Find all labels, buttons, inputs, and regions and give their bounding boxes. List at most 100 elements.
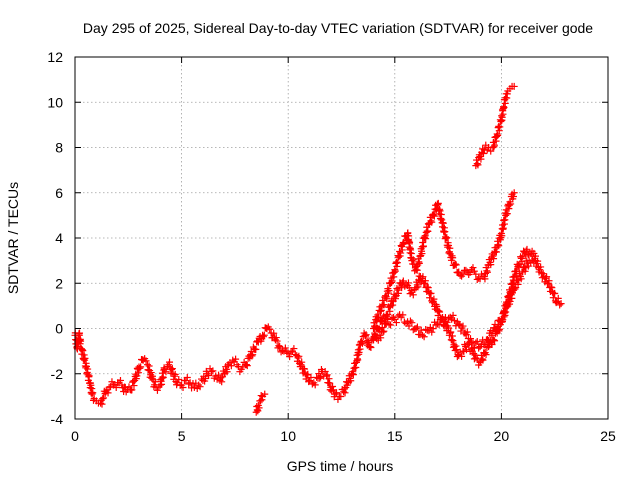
data-point (412, 325, 420, 332)
data-point (397, 249, 405, 257)
data-point (148, 372, 156, 380)
data-point (479, 145, 487, 153)
data-point (291, 350, 299, 358)
data-point (275, 342, 283, 350)
data-point (377, 307, 385, 315)
data-point (434, 199, 442, 207)
data-point (479, 356, 487, 364)
data-point (128, 386, 136, 394)
data-point (452, 261, 460, 269)
data-point (389, 301, 397, 309)
data-point (449, 254, 457, 262)
data-point (462, 266, 470, 274)
data-point (362, 332, 370, 340)
data-point (366, 343, 374, 351)
data-points (71, 82, 565, 416)
data-point (196, 383, 204, 391)
data-point (378, 323, 386, 331)
data-point (384, 315, 392, 323)
data-point (443, 318, 451, 326)
data-point (500, 307, 508, 315)
data-point (195, 381, 203, 389)
data-point (428, 218, 436, 226)
data-point (100, 394, 108, 402)
data-point (481, 275, 489, 283)
data-point (447, 328, 455, 336)
data-point (340, 385, 348, 393)
data-point (489, 327, 497, 335)
data-point (499, 316, 507, 324)
data-point (179, 383, 187, 391)
data-point (153, 386, 161, 394)
data-point (257, 392, 265, 400)
data-point (418, 250, 426, 258)
data-point (479, 150, 487, 158)
data-point (499, 224, 507, 232)
data-point (475, 344, 483, 352)
data-point (398, 284, 406, 292)
data-point (171, 370, 179, 378)
data-point (105, 383, 113, 391)
data-point (483, 267, 491, 275)
data-point (445, 314, 453, 322)
data-point (408, 319, 416, 327)
data-point (445, 324, 453, 332)
data-point (116, 376, 124, 384)
data-point (355, 348, 363, 356)
data-point (130, 382, 138, 390)
data-point (295, 352, 303, 360)
data-point (436, 207, 444, 215)
data-point (99, 395, 107, 403)
data-point (304, 370, 312, 378)
y-tick-label: 8 (55, 140, 63, 156)
data-point (362, 331, 370, 339)
data-point (551, 289, 559, 297)
data-point (487, 261, 495, 269)
chart-title: Day 295 of 2025, Sidereal Day-to-day VTE… (83, 20, 593, 36)
y-axis-label: SDTVAR / TECUs (5, 182, 21, 294)
data-point (430, 295, 438, 303)
data-point (419, 273, 427, 281)
data-point (183, 373, 191, 381)
data-point (331, 390, 339, 398)
data-point (449, 337, 457, 345)
data-point (276, 343, 284, 351)
data-point (298, 358, 306, 366)
data-point (386, 307, 394, 315)
data-point (435, 307, 443, 315)
data-point (494, 131, 502, 139)
data-point (427, 217, 435, 225)
x-tick-label: 20 (494, 428, 510, 444)
data-point (419, 242, 427, 250)
data-point (404, 279, 412, 287)
data-point (421, 277, 429, 285)
data-point (166, 358, 174, 366)
data-point (547, 283, 555, 291)
data-point (441, 228, 449, 236)
data-point (537, 263, 545, 271)
data-point (463, 328, 471, 336)
x-tick-label: 0 (71, 428, 79, 444)
data-point (429, 325, 437, 333)
data-point (209, 367, 217, 375)
data-point (487, 147, 495, 155)
data-point (462, 346, 470, 354)
data-point (347, 377, 355, 385)
data-point (98, 400, 106, 408)
data-point (170, 372, 178, 380)
data-point (420, 333, 428, 341)
data-point (328, 387, 336, 395)
data-point (483, 268, 491, 276)
x-tick-label: 25 (600, 428, 616, 444)
data-point (337, 393, 345, 401)
data-point (407, 246, 415, 254)
data-point (482, 351, 490, 359)
data-point (455, 268, 463, 276)
data-point (379, 328, 387, 336)
data-point (511, 285, 519, 293)
data-point (406, 290, 414, 298)
data-point (281, 344, 289, 352)
data-point (406, 317, 414, 325)
data-point (409, 256, 417, 264)
data-point (428, 299, 436, 307)
